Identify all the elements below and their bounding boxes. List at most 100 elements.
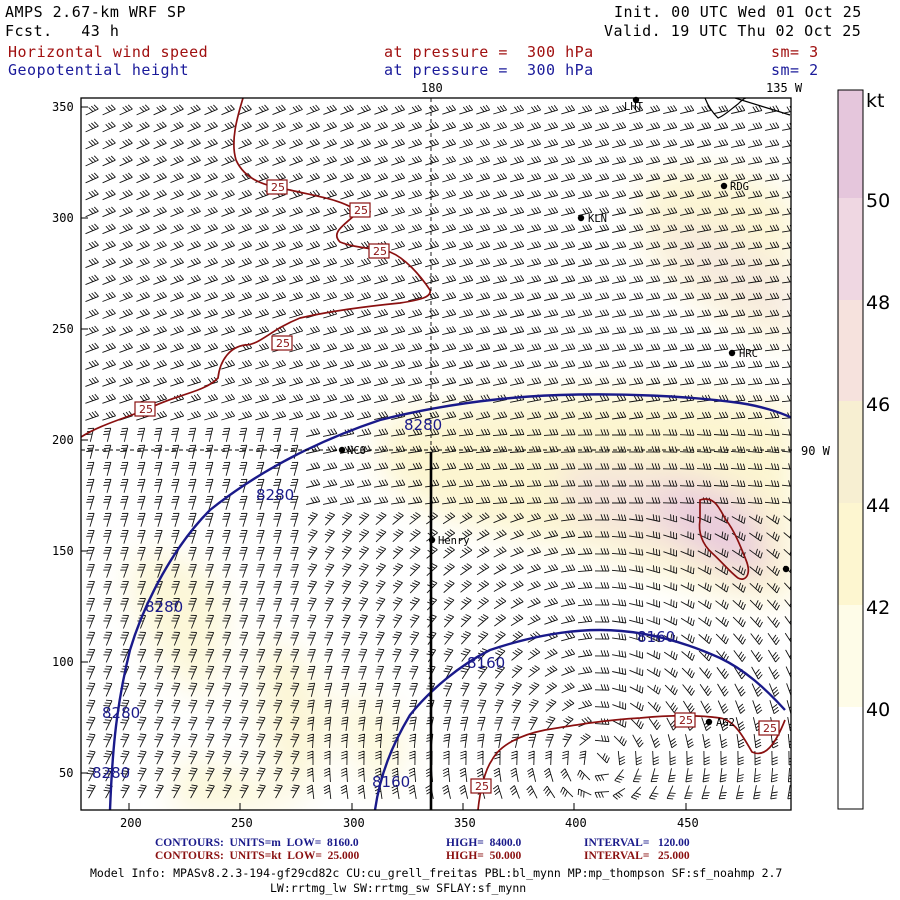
x-tick-label: 300 — [343, 816, 365, 830]
colorbar-band — [838, 503, 863, 605]
speed-label: 25 — [271, 181, 285, 194]
speed-label-box: 25 — [368, 243, 390, 259]
speed-label-box: 25 — [266, 179, 288, 195]
y-tick-label: 50 — [59, 766, 73, 780]
footer-speed-interval: INTERVAL= 25.000 — [584, 850, 690, 862]
height-labels: 8280 8280 8280 8280 8280 8160 8160 8160 — [92, 416, 675, 791]
valid-time: Valid. 19 UTC Thu 02 Oct 25 — [604, 22, 862, 40]
colorbar-band — [838, 300, 863, 401]
colorbar-label: 50 — [866, 190, 890, 212]
speed-label: 25 — [763, 722, 777, 735]
y-tick-label: 350 — [52, 100, 74, 114]
svg-text:RDG: RDG — [730, 181, 749, 193]
y-tick-label: 300 — [52, 211, 74, 225]
height-label: 8160 — [637, 628, 675, 646]
svg-text:AG2: AG2 — [716, 717, 735, 729]
model-title: AMPS 2.67-km WRF SP — [5, 3, 187, 21]
station-henry: Henry — [428, 535, 470, 547]
speed-label-box: 25 — [470, 778, 492, 794]
field2-level: at pressure = 300 hPa — [384, 61, 594, 79]
speed-label: 25 — [679, 714, 693, 727]
footer-height-interval: INTERVAL= 120.00 — [584, 837, 690, 849]
speed-label: 25 — [475, 780, 489, 793]
colorbar-unit: kt — [866, 90, 884, 112]
axis-ticks — [81, 106, 687, 810]
x-tick-label: 400 — [565, 816, 587, 830]
graticule — [81, 98, 792, 451]
lon-label-180: 180 — [421, 81, 443, 95]
speed-label: 25 — [139, 403, 153, 416]
map-frame — [80, 97, 792, 811]
x-tick-label: 450 — [677, 816, 699, 830]
height-label: 8280 — [256, 486, 294, 504]
speed-label-box: 25 — [134, 401, 156, 417]
speed-label-box: 25 — [349, 202, 371, 218]
coastline — [704, 98, 791, 119]
speed-label: 25 — [276, 337, 290, 350]
wind-barb-field — [85, 104, 791, 800]
height-label: 8160 — [372, 773, 410, 791]
svg-text:LHT: LHT — [624, 101, 644, 113]
stations: LHT RDG KLN HRC NCO Henry AG2 — [338, 96, 790, 729]
colorbar-frame — [837, 89, 864, 810]
speed-label-box: 25 — [674, 712, 696, 728]
height-label: 8280 — [404, 416, 442, 434]
wind-barbs — [85, 104, 791, 800]
colorbar-band — [838, 401, 863, 503]
y-tick-label: 250 — [52, 322, 74, 336]
height-label: 8160 — [467, 654, 505, 672]
footer-height-contours: CONTOURS: UNITS=m LOW= 8160.0 — [155, 837, 359, 849]
speed-label-box: 25 — [758, 720, 780, 736]
colorbar-band — [838, 90, 863, 198]
colorbar-label: 42 — [866, 597, 890, 619]
svg-text:Henry: Henry — [438, 535, 470, 547]
x-tick-label: 250 — [231, 816, 253, 830]
colorbar-label: 44 — [866, 495, 890, 517]
svg-text:KLN: KLN — [588, 213, 607, 225]
footer-speed-high: HIGH= 50.000 — [446, 850, 522, 862]
station-kln: KLN — [577, 213, 607, 225]
wind-speed-contours — [81, 98, 786, 810]
colorbar-label: 46 — [866, 394, 890, 416]
colorbar-band — [838, 605, 863, 707]
speed-labels: 25 25 25 25 25 25 25 25 — [134, 179, 780, 794]
init-time: Init. 00 UTC Wed 01 Oct 25 — [614, 3, 862, 21]
station-hrc: HRC — [728, 348, 758, 360]
footer-height-high: HIGH= 8400.0 — [446, 837, 522, 849]
colorbar-label: 48 — [866, 292, 890, 314]
station-marker — [782, 565, 790, 573]
speed-label: 25 — [373, 245, 387, 258]
colorbar: kt 50 48 46 44 42 40 — [837, 89, 890, 810]
height-label: 8280 — [102, 704, 140, 722]
svg-text:HRC: HRC — [739, 348, 758, 360]
field2-name: Geopotential height — [8, 61, 190, 79]
footer-speed-contours: CONTOURS: UNITS=kt LOW= 25.000 — [155, 850, 360, 862]
height-contours — [108, 393, 791, 810]
colorbar-band — [838, 198, 863, 300]
station-nco: NCO — [338, 445, 366, 457]
colorbar-label: 40 — [866, 699, 890, 721]
station-ag2: AG2 — [705, 717, 735, 729]
colorbar-band — [838, 707, 863, 809]
x-tick-label: 200 — [120, 816, 142, 830]
speed-label: 25 — [354, 204, 368, 217]
footer-model-info: Model Info: MPASv8.2.3-194-gf29cd82c CU:… — [90, 866, 783, 880]
x-tick-label: 350 — [454, 816, 476, 830]
height-label: 8280 — [92, 764, 130, 782]
field1-name: Horizontal wind speed — [8, 43, 209, 61]
height-label: 8280 — [145, 598, 183, 616]
y-tick-label: 100 — [52, 655, 74, 669]
field2-smoothing: sm= 2 — [771, 61, 819, 79]
y-tick-labels: 350 300 250 200 150 100 50 — [52, 100, 74, 780]
footer-model-info-2: LW:rrtmg_lw SW:rrtmg_sw SFLAY:sf_mynn — [270, 881, 527, 895]
field1-level: at pressure = 300 hPa — [384, 43, 594, 61]
x-tick-labels: 200 250 300 350 400 450 — [120, 816, 699, 830]
lon-label-135w: 135 W — [766, 81, 803, 95]
station-lht: LHT — [624, 96, 644, 113]
station-rdg: RDG — [720, 181, 749, 193]
field1-smoothing: sm= 3 — [771, 43, 819, 61]
lon-label-90w: 90 W — [801, 444, 831, 458]
y-tick-label: 200 — [52, 433, 74, 447]
forecast-hour: Fcst. 43 h — [5, 22, 120, 40]
